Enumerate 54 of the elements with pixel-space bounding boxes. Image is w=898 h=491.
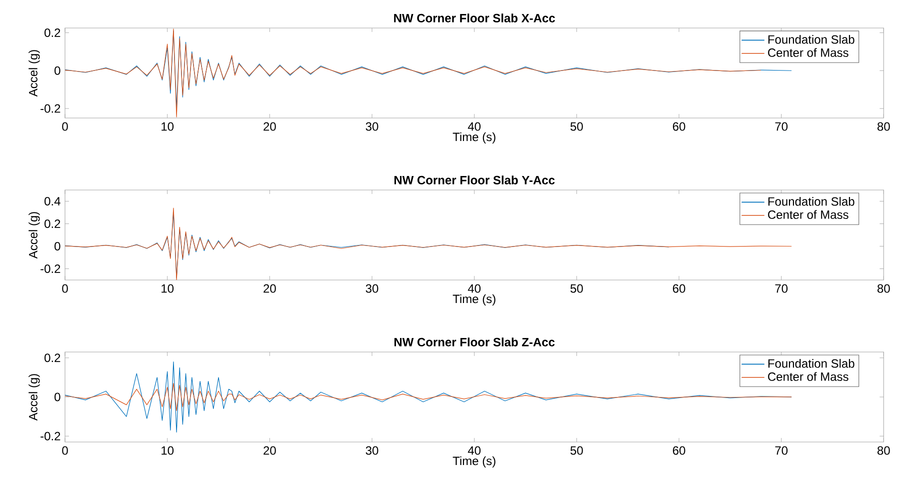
- chart-title: NW Corner Floor Slab Z-Acc: [394, 338, 555, 346]
- line-series: [65, 382, 792, 411]
- x-tick-label: 0: [62, 446, 68, 455]
- x-tick-label: 80: [878, 446, 890, 455]
- x-tick-label: 70: [775, 284, 788, 293]
- x-axis-title: Time (s): [452, 294, 496, 306]
- legend-label: Foundation Slab: [768, 34, 854, 44]
- x-tick-label: 40: [468, 446, 481, 455]
- y-tick-label: 0: [54, 242, 60, 250]
- x-tick-label: 60: [672, 284, 686, 293]
- y-tick-label: 0.4: [44, 196, 60, 206]
- x-tick-label: 20: [264, 122, 276, 131]
- chart-title: NW Corner Floor Slab X-Acc: [394, 14, 555, 22]
- x-tick-label: 30: [366, 284, 378, 293]
- x-tick-label: 10: [162, 446, 174, 455]
- x-tick-label: 10: [162, 122, 174, 131]
- x-axis-title: Time (s): [452, 132, 496, 144]
- legend-label: Center of Mass: [768, 372, 848, 381]
- x-tick-label: 50: [570, 122, 583, 131]
- y-tick-label: 0: [54, 66, 60, 75]
- legend-label: Foundation Slab: [768, 196, 854, 206]
- legend-label: Foundation Slab: [768, 358, 854, 368]
- y-tick-label: -0.2: [40, 104, 60, 113]
- x-tick-label: 80: [878, 284, 890, 293]
- y-tick-label: -0.2: [40, 264, 60, 273]
- x-tick-label: 0: [62, 284, 68, 293]
- legend-label: Center of Mass: [768, 210, 848, 219]
- y-tick-label: 0.2: [44, 354, 60, 362]
- x-tick-label: 50: [570, 446, 583, 455]
- line-series: [65, 28, 762, 118]
- y-axis-title: Accel (g): [28, 374, 40, 421]
- y-tick-label: -0.2: [40, 432, 60, 440]
- x-tick-label: 30: [366, 446, 378, 455]
- x-tick-label: 50: [570, 284, 583, 293]
- x-tick-label: 40: [468, 122, 481, 131]
- y-tick-label: 0.2: [44, 219, 60, 228]
- y-axis-title: Accel (g): [28, 50, 40, 97]
- x-tick-label: 20: [264, 284, 276, 293]
- x-axis-title: Time (s): [452, 456, 496, 468]
- chart-title: NW Corner Floor Slab Y-Acc: [394, 176, 555, 184]
- x-tick-label: 60: [672, 122, 686, 131]
- x-tick-label: 80: [878, 122, 890, 131]
- x-tick-label: 40: [468, 284, 481, 293]
- y-tick-label: 0: [54, 392, 60, 402]
- x-tick-label: 0: [62, 122, 68, 131]
- x-tick-label: 60: [672, 446, 686, 455]
- x-tick-label: 10: [162, 284, 174, 293]
- x-tick-label: 30: [366, 122, 378, 131]
- x-tick-label: 70: [775, 122, 788, 131]
- x-tick-label: 70: [775, 446, 788, 455]
- y-tick-label: 0.2: [44, 28, 60, 37]
- y-axis-title: Accel (g): [28, 212, 40, 259]
- legend-label: Center of Mass: [768, 48, 848, 57]
- x-tick-label: 20: [264, 446, 276, 455]
